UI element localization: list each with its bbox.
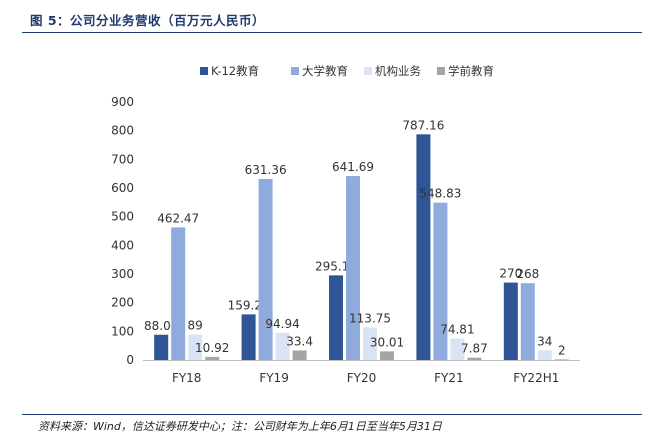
bar — [188, 334, 203, 360]
bar — [329, 275, 343, 360]
data-label: 10.92 — [195, 341, 229, 355]
data-label: 462.47 — [157, 211, 199, 225]
y-tick-label: 300 — [111, 267, 134, 281]
bar — [467, 357, 482, 360]
bar — [258, 179, 273, 360]
data-label: 113.75 — [349, 311, 391, 325]
x-tick-label: FY22H1 — [513, 371, 559, 385]
x-tick-label: FY19 — [259, 371, 289, 385]
x-tick-label: FY20 — [347, 371, 377, 385]
bar — [346, 176, 360, 360]
y-tick-label: 100 — [111, 324, 134, 338]
bar — [171, 227, 186, 360]
data-label: 631.36 — [245, 163, 287, 177]
bar — [450, 338, 465, 360]
data-label: 787.16 — [402, 118, 444, 132]
bar — [520, 283, 535, 360]
data-label: 88.07 — [144, 319, 178, 333]
y-tick-label: 600 — [111, 181, 134, 195]
legend-label: 机构业务 — [375, 64, 421, 78]
y-tick-label: 800 — [111, 124, 134, 138]
data-label: 270 — [499, 267, 522, 281]
figure-source: 资料来源：Wind，信达证券研发中心；注：公司财年为上年6月1日至当年5月31日 — [38, 420, 442, 433]
data-label: 548.83 — [419, 187, 461, 201]
y-tick-label: 900 — [111, 95, 134, 109]
legend-swatch — [364, 67, 372, 75]
legend-label: K-12教育 — [211, 64, 259, 78]
bar — [433, 202, 448, 360]
bar — [241, 314, 256, 360]
bar — [154, 334, 169, 360]
legend-swatch — [437, 67, 445, 75]
y-tick-label: 500 — [111, 210, 134, 224]
figure-title: 图 5：公司分业务营收（百万元人民币） — [30, 13, 266, 28]
data-label: 268 — [516, 267, 539, 281]
bar — [503, 282, 518, 360]
legend-swatch — [291, 67, 299, 75]
footer-divider — [22, 414, 642, 415]
bar — [380, 351, 394, 360]
data-label: 94.94 — [265, 317, 299, 331]
data-label: 33.4 — [286, 334, 313, 348]
legend-label: 学前教育 — [448, 64, 494, 78]
data-label: 641.69 — [332, 160, 374, 174]
x-tick-label: FY21 — [434, 371, 464, 385]
bar — [554, 359, 569, 361]
bar — [537, 350, 552, 360]
y-tick-label: 0 — [126, 353, 134, 367]
legend-swatch — [200, 67, 208, 75]
data-label: 74.81 — [440, 323, 474, 337]
legend-label: 大学教育 — [302, 64, 348, 78]
y-tick-label: 700 — [111, 152, 134, 166]
data-label: 30.01 — [370, 335, 404, 349]
data-label: 2 — [558, 343, 566, 357]
bar — [416, 134, 431, 360]
bar — [275, 332, 290, 360]
figure-header: 图 5：公司分业务营收（百万元人民币） — [22, 6, 642, 33]
bar — [292, 350, 307, 360]
data-label: 7.87 — [461, 342, 488, 356]
bar — [363, 327, 377, 360]
x-tick-label: FY18 — [172, 371, 202, 385]
y-tick-label: 200 — [111, 296, 134, 310]
data-label: 89 — [188, 318, 203, 332]
data-label: 34 — [537, 334, 552, 348]
y-tick-label: 400 — [111, 238, 134, 252]
bar — [205, 356, 220, 360]
